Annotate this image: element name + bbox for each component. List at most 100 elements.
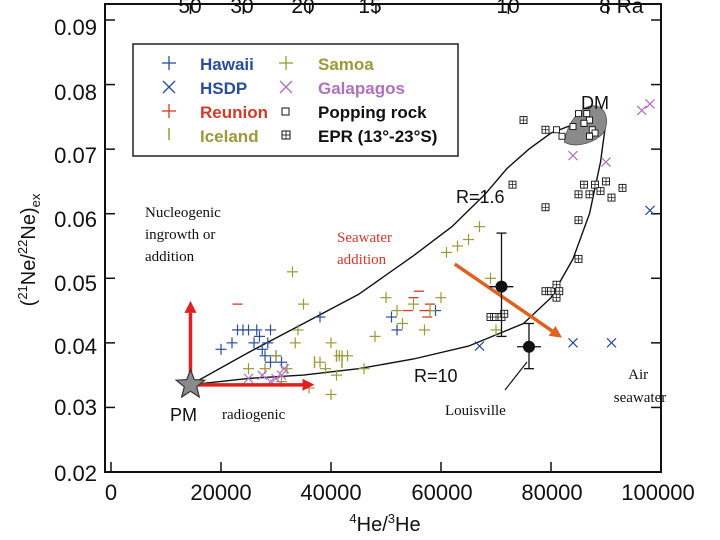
data-point bbox=[555, 287, 564, 296]
y-tick-label: 0.03 bbox=[54, 395, 97, 420]
axis-ticks bbox=[105, 4, 662, 473]
data-point bbox=[574, 190, 583, 199]
plot-frame bbox=[104, 3, 662, 473]
top-tick-label: 8 bbox=[599, 0, 611, 18]
data-point bbox=[645, 99, 655, 109]
legend-label-galapagos: Galapagos bbox=[318, 79, 405, 98]
top-tick-label: 20 bbox=[291, 0, 314, 18]
mixing-curve bbox=[190, 120, 601, 386]
legend-marker-samoa bbox=[279, 56, 293, 70]
y-tick-label: 0.04 bbox=[54, 334, 97, 359]
data-point bbox=[552, 280, 561, 289]
annotation-air-seawater: Air seawater bbox=[614, 367, 666, 406]
legend-marker-epr bbox=[281, 130, 291, 140]
x-tick-label: 100000 bbox=[621, 480, 694, 505]
data-point bbox=[441, 246, 452, 258]
legend-marker-reunion bbox=[162, 104, 176, 118]
y-tick-label: 0.02 bbox=[54, 461, 97, 486]
legend-label-samoa: Samoa bbox=[318, 55, 374, 74]
curve-label-r16: R=1.6 bbox=[456, 187, 505, 207]
annotation-air-seawater-line: seawater bbox=[614, 390, 666, 406]
data-point bbox=[287, 266, 298, 278]
data-point bbox=[586, 132, 593, 140]
data-point bbox=[256, 343, 268, 355]
y-tick-label: 0.05 bbox=[54, 271, 97, 296]
data-point bbox=[490, 324, 502, 336]
data-point bbox=[435, 292, 447, 304]
data-point bbox=[568, 150, 578, 161]
data-point bbox=[580, 119, 588, 127]
legend-marker-popping-rock bbox=[281, 107, 290, 116]
data-point bbox=[485, 272, 496, 284]
data-point bbox=[575, 110, 582, 118]
data-point bbox=[568, 337, 578, 348]
data-point bbox=[553, 126, 560, 134]
data-point bbox=[292, 324, 304, 336]
y-tick-label: 0.07 bbox=[54, 143, 97, 168]
x-tick-labels: 0 20000 40000 60000 80000 100000 bbox=[105, 480, 695, 505]
data-point bbox=[552, 293, 561, 302]
data-point bbox=[580, 180, 588, 189]
endmember-label-pm: PM bbox=[170, 405, 197, 425]
data-point bbox=[636, 105, 647, 116]
data-point bbox=[463, 234, 474, 246]
x-tick-label: 60000 bbox=[411, 480, 472, 505]
data-point bbox=[314, 311, 326, 323]
y-tick-label: 0.06 bbox=[54, 207, 97, 232]
top-axis-unit: Ra bbox=[617, 0, 644, 18]
legend-marker-hawaii bbox=[162, 56, 176, 70]
endmembers bbox=[174, 232, 541, 399]
data-point bbox=[325, 389, 337, 401]
data-point bbox=[358, 363, 370, 375]
legend-label-popping-rock: Popping rock bbox=[318, 103, 427, 122]
data-point bbox=[606, 337, 617, 348]
legend: Hawaii Samoa HSDP Galapagos Reunion Popp… bbox=[162, 55, 437, 146]
top-tick-label: 30 bbox=[230, 0, 253, 18]
top-tick-label: 10 bbox=[496, 0, 519, 18]
data-point bbox=[320, 363, 331, 375]
data-point bbox=[386, 311, 397, 323]
data-point bbox=[618, 183, 627, 192]
y-tick-label: 0.09 bbox=[54, 15, 97, 40]
endmember-label-dm: DM bbox=[581, 93, 609, 113]
data-point bbox=[474, 221, 485, 233]
data-point bbox=[254, 330, 265, 342]
louisville-label: Louisville bbox=[445, 403, 506, 419]
x-tick-label: 20000 bbox=[190, 480, 251, 505]
data-point bbox=[574, 254, 583, 263]
annotation-seawater-line: addition bbox=[337, 252, 387, 268]
legend-box bbox=[132, 43, 459, 157]
annotation-seawater: Seawater addition bbox=[337, 230, 396, 268]
top-axis-labels: 50 30 20 15 10 8 Ra bbox=[178, 0, 643, 18]
data-point bbox=[541, 203, 550, 212]
data-point bbox=[585, 190, 594, 199]
data-point bbox=[270, 350, 282, 362]
data-point bbox=[369, 330, 381, 342]
data-point bbox=[452, 240, 463, 252]
data-points bbox=[215, 99, 655, 401]
annotation-nucleogenic-line: ingrowth or bbox=[145, 227, 215, 243]
top-tick-label: 15 bbox=[358, 0, 381, 18]
data-point bbox=[298, 298, 309, 310]
data-point bbox=[569, 123, 577, 130]
data-point bbox=[279, 363, 290, 374]
data-point bbox=[591, 180, 599, 189]
data-point bbox=[314, 356, 326, 368]
data-point bbox=[259, 350, 271, 362]
data-point bbox=[226, 337, 238, 349]
radiogenic-arrow bbox=[196, 378, 315, 391]
data-point bbox=[342, 350, 353, 362]
data-point bbox=[547, 287, 555, 296]
legend-label-reunion: Reunion bbox=[200, 103, 268, 122]
annotation-seawater-line: Seawater bbox=[337, 230, 392, 246]
annotation-nucleogenic-line: addition bbox=[145, 249, 195, 265]
data-point bbox=[265, 324, 276, 336]
curve-label-r10: R=10 bbox=[414, 366, 458, 386]
nucleogenic-arrow bbox=[184, 300, 197, 379]
data-point bbox=[645, 205, 655, 216]
data-point bbox=[397, 317, 408, 329]
legend-label-hsdp: HSDP bbox=[200, 79, 247, 98]
data-point bbox=[325, 337, 337, 349]
data-point bbox=[215, 343, 227, 355]
